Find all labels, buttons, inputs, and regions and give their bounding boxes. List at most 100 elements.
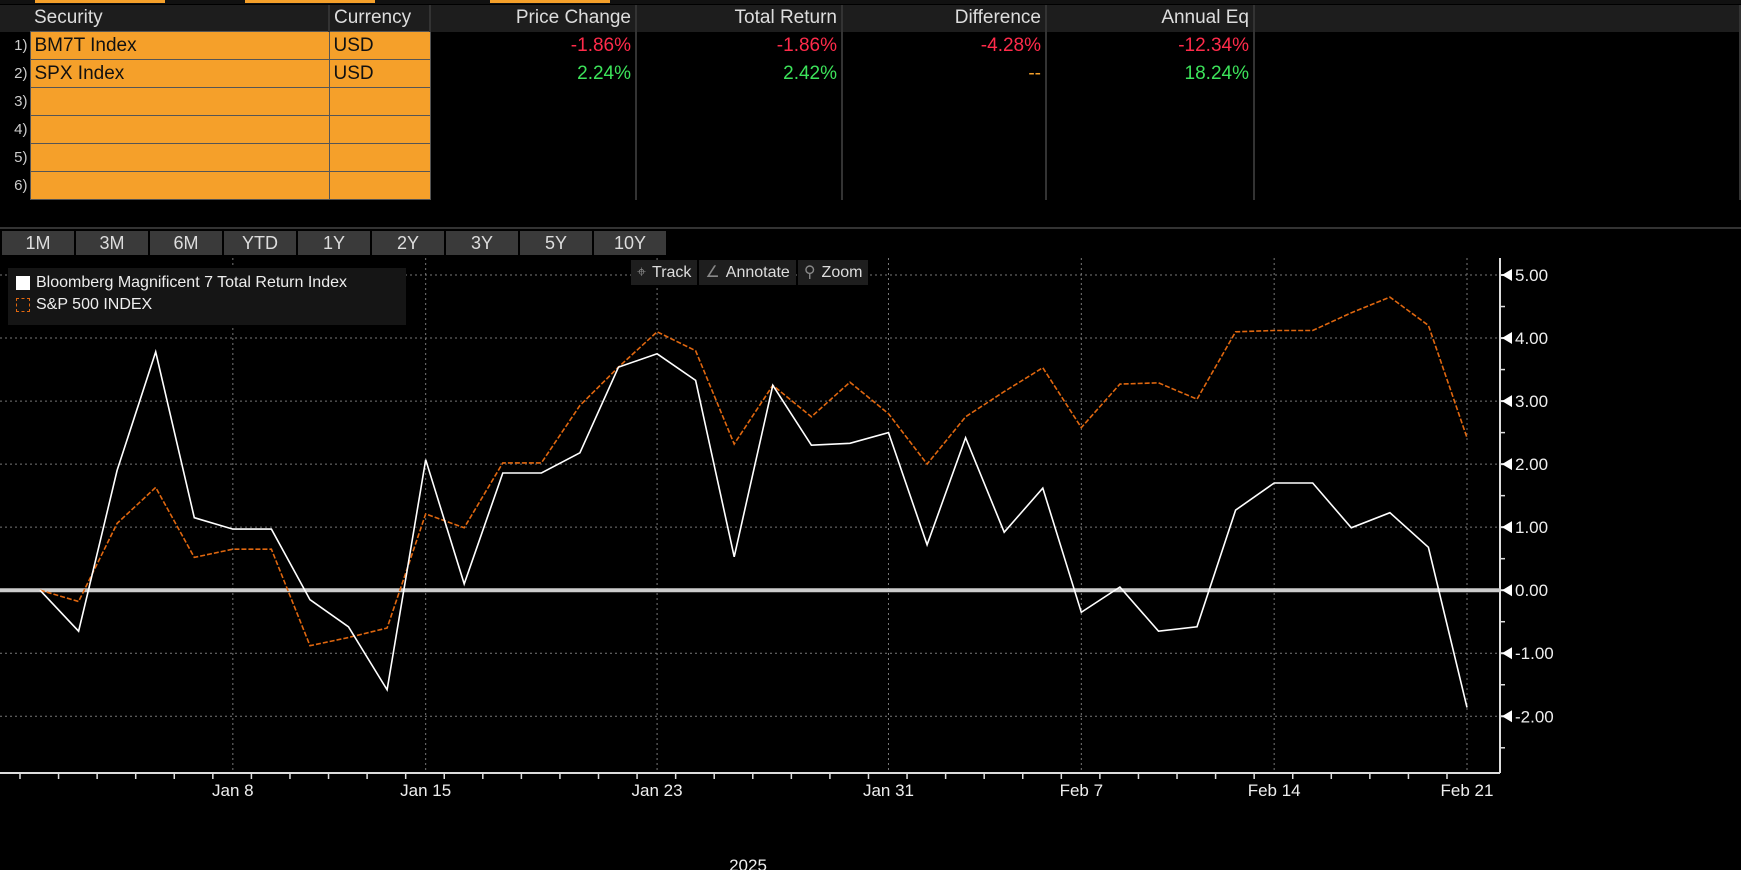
period-button-3m[interactable]: 3M [76, 231, 148, 255]
period-button-6m[interactable]: 6M [150, 231, 222, 255]
price-change-cell: 2.24% [430, 59, 637, 88]
y-tick-label: 1.00 [1515, 518, 1548, 537]
header-difference[interactable]: Difference [842, 5, 1047, 32]
header-price-change[interactable]: Price Change [430, 5, 637, 32]
security-cell[interactable] [29, 143, 330, 172]
x-tick-label: Jan 31 [863, 781, 914, 800]
series-line-bm7t [39, 348, 1468, 708]
y-tick-marker [1502, 584, 1512, 597]
blank-cell [1254, 59, 1741, 88]
header-blank [1254, 5, 1741, 32]
header-num [0, 5, 30, 32]
table-row[interactable]: 6) [0, 171, 1741, 200]
period-button-2y[interactable]: 2Y [372, 231, 444, 255]
difference-cell [842, 115, 1047, 144]
price-change-cell [430, 87, 637, 116]
annual-eq-cell: -12.34% [1046, 31, 1255, 60]
header-annual-eq[interactable]: Annual Eq [1046, 5, 1255, 32]
difference-cell [842, 143, 1047, 172]
legend-swatch-solid [16, 276, 30, 290]
table-divider [0, 227, 1741, 229]
period-button-ytd[interactable]: YTD [224, 231, 296, 255]
security-cell[interactable]: SPX Index [29, 59, 330, 88]
currency-cell[interactable] [328, 171, 431, 200]
annotate-label: Annotate [725, 264, 790, 281]
table-row[interactable]: 3) [0, 87, 1741, 116]
price-change-cell: -1.86% [430, 31, 637, 60]
header-total-return[interactable]: Total Return [636, 5, 843, 32]
annual-eq-cell [1046, 143, 1255, 172]
row-number: 5) [14, 149, 28, 166]
period-button-1y[interactable]: 1Y [298, 231, 370, 255]
legend-label: Bloomberg Magnificent 7 Total Return Ind… [36, 274, 347, 291]
y-tick-label: 0.00 [1515, 581, 1548, 600]
security-cell[interactable] [29, 87, 330, 116]
table-row[interactable]: 4) [0, 115, 1741, 144]
x-tick-label: Jan 8 [212, 781, 254, 800]
total-return-cell: -1.86% [636, 31, 843, 60]
table-row[interactable]: 1) BM7T Index USD -1.86% -1.86% -4.28% -12.34% [0, 31, 1741, 60]
difference-cell: -- [842, 59, 1047, 88]
difference-cell: -4.28% [842, 31, 1047, 60]
annotate-button[interactable]: ∠ Annotate [699, 260, 796, 285]
y-tick-marker [1502, 521, 1512, 534]
security-cell[interactable] [29, 171, 330, 200]
period-button-5y[interactable]: 5Y [520, 231, 592, 255]
legend: Bloomberg Magnificent 7 Total Return Ind… [8, 268, 406, 325]
total-return-cell [636, 115, 843, 144]
total-return-cell [636, 143, 843, 172]
row-number: 6) [14, 177, 28, 194]
y-tick-marker [1502, 332, 1512, 345]
blank-cell [1254, 171, 1741, 200]
legend-item-bm7t[interactable]: Bloomberg Magnificent 7 Total Return Ind… [8, 272, 406, 294]
magnifier-icon: ⚲ [803, 264, 816, 281]
y-tick-marker [1502, 395, 1512, 408]
security-cell[interactable] [29, 115, 330, 144]
x-axis-label: 2025 [729, 856, 767, 870]
track-button[interactable]: ⌖ Track [631, 260, 698, 285]
difference-cell [842, 171, 1047, 200]
header-security[interactable]: Security [30, 5, 330, 32]
x-tick-label: Jan 15 [400, 781, 451, 800]
total-return-cell [636, 171, 843, 200]
legend-label: S&P 500 INDEX [36, 296, 153, 313]
pencil-icon: ∠ [705, 264, 720, 281]
zoom-button[interactable]: ⚲ Zoom [797, 260, 869, 285]
annual-eq-cell [1046, 87, 1255, 116]
annual-eq-cell: 18.24% [1046, 59, 1255, 88]
currency-cell[interactable]: USD [328, 31, 431, 60]
row-number: 3) [14, 93, 28, 110]
period-buttons: 1M 3M 6M YTD 1Y 2Y 3Y 5Y 10Y [2, 231, 666, 255]
annual-eq-cell [1046, 115, 1255, 144]
zoom-label: Zoom [821, 264, 863, 281]
crosshair-icon: ⌖ [637, 264, 647, 281]
table-row[interactable]: 5) [0, 143, 1741, 172]
blank-cell [1254, 115, 1741, 144]
y-tick-label: -1.00 [1515, 644, 1554, 663]
total-return-cell [636, 87, 843, 116]
y-tick-label: 3.00 [1515, 392, 1548, 411]
price-change-cell [430, 115, 637, 144]
track-label: Track [652, 264, 692, 281]
period-button-1m[interactable]: 1M [2, 231, 74, 255]
y-tick-label: 5.00 [1515, 266, 1548, 285]
y-tick-label: 2.00 [1515, 455, 1548, 474]
x-tick-label: Feb 21 [1441, 781, 1494, 800]
x-tick-label: Feb 7 [1060, 781, 1103, 800]
blank-cell [1254, 31, 1741, 60]
chart-toolbar: ⌖ Track ∠ Annotate ⚲ Zoom [631, 260, 869, 285]
period-button-3y[interactable]: 3Y [446, 231, 518, 255]
currency-cell[interactable] [328, 143, 431, 172]
currency-cell[interactable] [328, 87, 431, 116]
top-strip [0, 0, 1741, 4]
header-currency[interactable]: Currency [329, 5, 431, 32]
y-tick-label: -2.00 [1515, 707, 1554, 726]
table-header: Security Currency Price Change Total Ret… [0, 5, 1741, 32]
blank-cell [1254, 87, 1741, 116]
difference-cell [842, 87, 1047, 116]
period-button-10y[interactable]: 10Y [594, 231, 666, 255]
x-tick-label: Jan 23 [632, 781, 683, 800]
legend-swatch-dashed [16, 298, 30, 312]
legend-item-spx[interactable]: S&P 500 INDEX [8, 294, 406, 316]
